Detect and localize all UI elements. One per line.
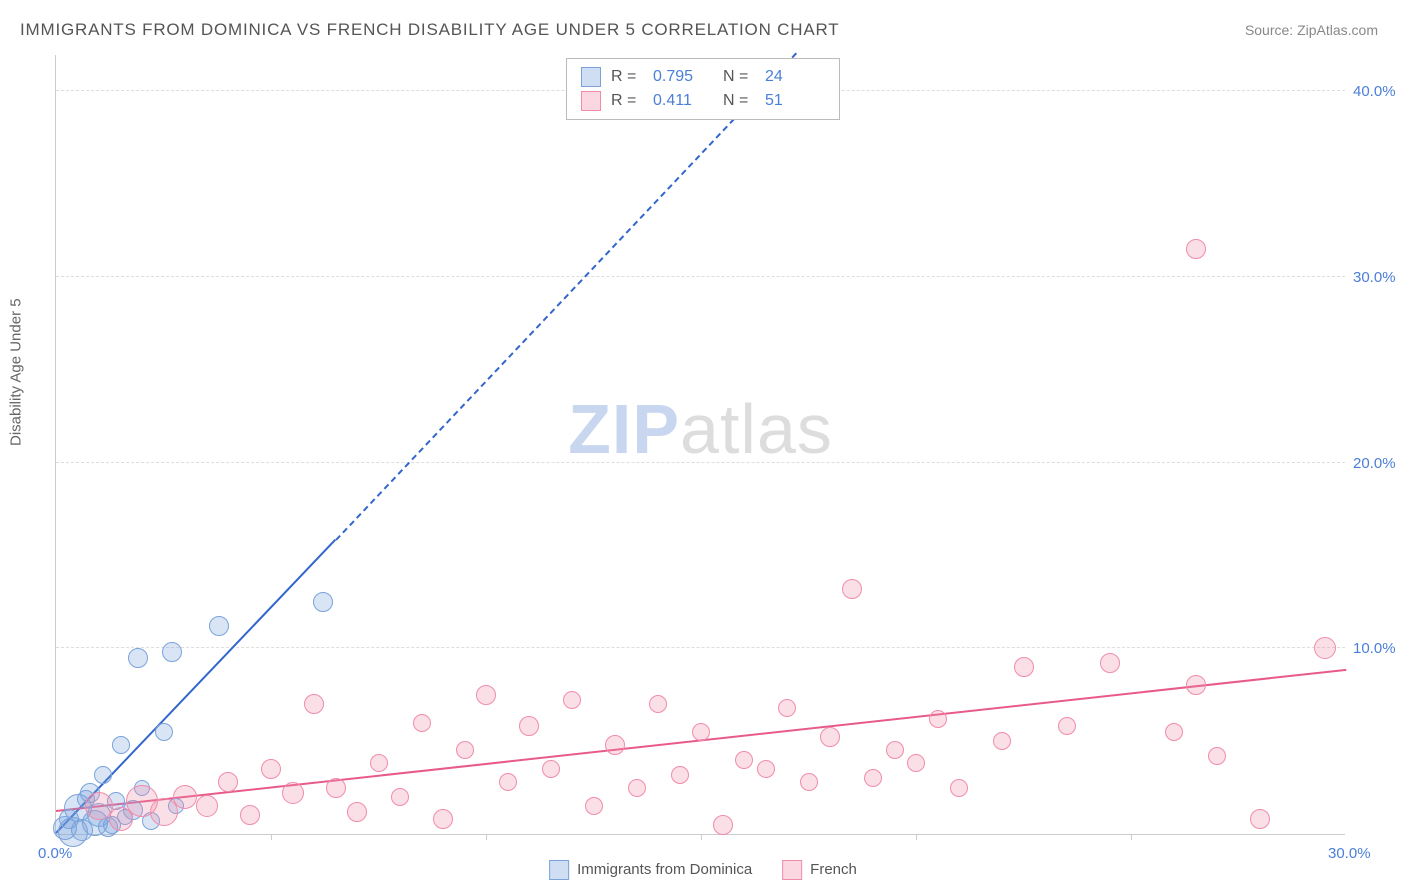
scatter-point bbox=[1014, 657, 1034, 677]
scatter-point bbox=[1186, 675, 1206, 695]
scatter-point bbox=[800, 773, 818, 791]
legend-n-value: 24 bbox=[765, 68, 825, 86]
legend-stats-box: R = 0.795 N = 24 R = 0.411 N = 51 bbox=[566, 58, 840, 120]
legend-stat-row: R = 0.795 N = 24 bbox=[581, 65, 825, 89]
scatter-point bbox=[692, 723, 710, 741]
scatter-point bbox=[820, 727, 840, 747]
scatter-point bbox=[757, 760, 775, 778]
scatter-point bbox=[173, 785, 197, 809]
scatter-point bbox=[155, 723, 173, 741]
scatter-point bbox=[282, 782, 304, 804]
scatter-point bbox=[864, 769, 882, 787]
scatter-point bbox=[1250, 809, 1270, 829]
scatter-point bbox=[542, 760, 560, 778]
scatter-point bbox=[907, 754, 925, 772]
y-tick-label: 20.0% bbox=[1353, 455, 1403, 472]
y-tick-label: 30.0% bbox=[1353, 269, 1403, 286]
gridline bbox=[56, 276, 1345, 277]
source-value: ZipAtlas.com bbox=[1297, 22, 1378, 38]
scatter-point bbox=[649, 695, 667, 713]
legend-stat-row: R = 0.411 N = 51 bbox=[581, 89, 825, 113]
legend-item: French bbox=[782, 860, 857, 880]
legend-swatch bbox=[581, 91, 601, 111]
chart-title: IMMIGRANTS FROM DOMINICA VS FRENCH DISAB… bbox=[20, 20, 839, 40]
legend-item: Immigrants from Dominica bbox=[549, 860, 752, 880]
scatter-point bbox=[778, 699, 796, 717]
scatter-point bbox=[1100, 653, 1120, 673]
x-tick-minor bbox=[916, 834, 917, 840]
legend-swatch bbox=[782, 860, 802, 880]
scatter-point bbox=[128, 648, 148, 668]
scatter-point bbox=[519, 716, 539, 736]
legend-r-value: 0.411 bbox=[653, 92, 713, 110]
scatter-point bbox=[950, 779, 968, 797]
scatter-point bbox=[993, 732, 1011, 750]
scatter-point bbox=[433, 809, 453, 829]
trend-line bbox=[335, 52, 797, 540]
x-tick-label: 30.0% bbox=[1328, 845, 1371, 862]
scatter-point bbox=[713, 815, 733, 835]
source-attribution: Source: ZipAtlas.com bbox=[1245, 22, 1378, 38]
gridline bbox=[56, 647, 1345, 648]
x-tick-minor bbox=[486, 834, 487, 840]
gridline bbox=[56, 462, 1345, 463]
scatter-point bbox=[1186, 239, 1206, 259]
x-tick-minor bbox=[1131, 834, 1132, 840]
scatter-point bbox=[370, 754, 388, 772]
x-tick-label: 0.0% bbox=[38, 845, 72, 862]
scatter-point bbox=[476, 685, 496, 705]
scatter-point bbox=[391, 788, 409, 806]
y-tick-label: 40.0% bbox=[1353, 83, 1403, 100]
scatter-point bbox=[628, 779, 646, 797]
legend-swatch bbox=[581, 67, 601, 87]
legend-label: Immigrants from Dominica bbox=[577, 861, 752, 878]
scatter-point bbox=[735, 751, 753, 769]
scatter-point bbox=[886, 741, 904, 759]
scatter-point bbox=[196, 795, 218, 817]
legend-r-label: R = bbox=[611, 92, 643, 110]
watermark-zip: ZIP bbox=[568, 390, 680, 468]
scatter-point bbox=[94, 766, 112, 784]
legend-r-value: 0.795 bbox=[653, 68, 713, 86]
legend-n-label: N = bbox=[723, 92, 755, 110]
scatter-point bbox=[1208, 747, 1226, 765]
scatter-point bbox=[1165, 723, 1183, 741]
scatter-point bbox=[499, 773, 517, 791]
scatter-point bbox=[261, 759, 281, 779]
scatter-point bbox=[605, 735, 625, 755]
scatter-plot-area: ZIPatlas 10.0%20.0%30.0%40.0%0.0%30.0% bbox=[55, 55, 1345, 835]
scatter-point bbox=[218, 772, 238, 792]
scatter-point bbox=[456, 741, 474, 759]
scatter-point bbox=[563, 691, 581, 709]
scatter-point bbox=[347, 802, 367, 822]
scatter-point bbox=[585, 797, 603, 815]
scatter-point bbox=[209, 616, 229, 636]
source-label: Source: bbox=[1245, 22, 1293, 38]
y-axis-label: Disability Age Under 5 bbox=[8, 298, 25, 446]
scatter-point bbox=[929, 710, 947, 728]
legend-n-value: 51 bbox=[765, 92, 825, 110]
watermark: ZIPatlas bbox=[568, 389, 833, 469]
scatter-point bbox=[413, 714, 431, 732]
scatter-point bbox=[1314, 637, 1336, 659]
scatter-point bbox=[304, 694, 324, 714]
scatter-point bbox=[326, 778, 346, 798]
legend-r-label: R = bbox=[611, 68, 643, 86]
scatter-point bbox=[671, 766, 689, 784]
scatter-point bbox=[58, 817, 88, 847]
scatter-point bbox=[162, 642, 182, 662]
x-tick-minor bbox=[271, 834, 272, 840]
watermark-atlas: atlas bbox=[680, 390, 833, 468]
legend-series: Immigrants from Dominica French bbox=[549, 860, 857, 880]
y-tick-label: 10.0% bbox=[1353, 640, 1403, 657]
legend-label: French bbox=[810, 861, 857, 878]
x-tick-minor bbox=[701, 834, 702, 840]
legend-swatch bbox=[549, 860, 569, 880]
scatter-point bbox=[313, 592, 333, 612]
scatter-point bbox=[240, 805, 260, 825]
scatter-point bbox=[112, 736, 130, 754]
scatter-point bbox=[1058, 717, 1076, 735]
scatter-point bbox=[842, 579, 862, 599]
legend-n-label: N = bbox=[723, 68, 755, 86]
